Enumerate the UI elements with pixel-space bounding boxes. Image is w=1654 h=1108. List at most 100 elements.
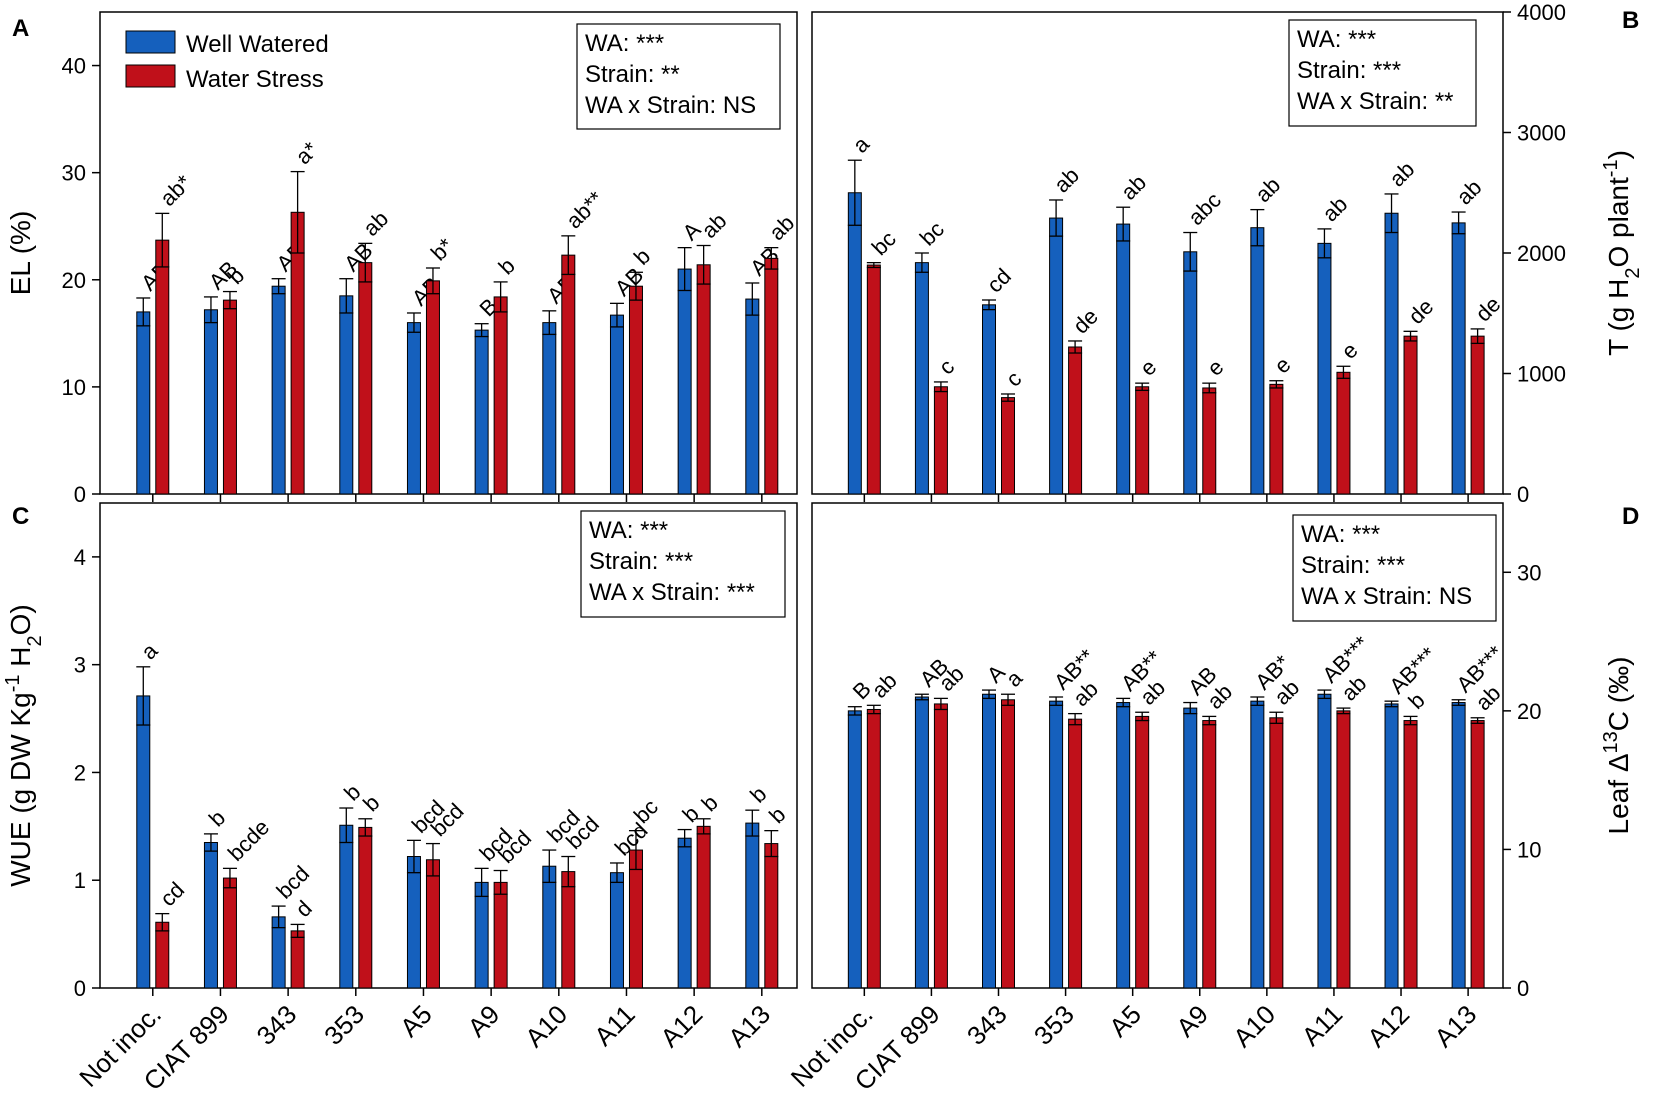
bar-water-stress bbox=[561, 871, 576, 989]
bar-well-watered bbox=[136, 695, 151, 989]
category-label: A9 bbox=[462, 999, 506, 1043]
significance-label: de bbox=[1470, 291, 1505, 326]
significance-label: b bbox=[696, 790, 722, 816]
stats-line: WA x Strain: NS bbox=[585, 92, 756, 119]
bar-well-watered bbox=[1183, 251, 1198, 495]
category-label: A12 bbox=[654, 999, 708, 1053]
stats-line: WA x Strain: *** bbox=[589, 579, 755, 606]
bar-water-stress bbox=[1068, 346, 1083, 495]
significance-label: de bbox=[1403, 294, 1438, 329]
bar-water-stress bbox=[358, 262, 373, 495]
bar-water-stress bbox=[1269, 717, 1284, 989]
category-label: A5 bbox=[1103, 999, 1147, 1043]
bar-well-watered bbox=[203, 842, 218, 989]
bar-well-watered bbox=[339, 295, 354, 495]
significance-label: ab bbox=[358, 206, 393, 241]
bar-well-watered bbox=[1049, 700, 1064, 989]
bar-well-watered bbox=[136, 311, 151, 495]
y-tick-label: 3 bbox=[74, 653, 86, 678]
legend-swatch-well-watered bbox=[125, 30, 176, 54]
y-axis-title: Leaf Δ13C (‰) bbox=[1600, 657, 1634, 835]
bar-water-stress bbox=[1135, 715, 1150, 989]
bar-water-stress bbox=[1068, 718, 1083, 989]
significance-label: c bbox=[1001, 366, 1026, 391]
bar-well-watered bbox=[406, 322, 421, 495]
bar-water-stress bbox=[1470, 720, 1485, 989]
bar-water-stress bbox=[1202, 387, 1217, 495]
y-tick-label: 30 bbox=[1517, 560, 1541, 585]
significance-label: cd bbox=[982, 263, 1016, 297]
stats-line: WA: *** bbox=[1301, 521, 1380, 548]
category-label: A9 bbox=[1170, 999, 1214, 1043]
y-tick-label: 3000 bbox=[1517, 121, 1566, 146]
category-label: A12 bbox=[1361, 999, 1415, 1053]
bar-water-stress bbox=[628, 285, 643, 495]
bar-water-stress bbox=[1001, 397, 1016, 495]
y-tick-label: 2 bbox=[74, 760, 86, 785]
bar-water-stress bbox=[1403, 335, 1418, 495]
bar-water-stress bbox=[1269, 383, 1284, 495]
y-tick-label: 4 bbox=[74, 545, 86, 570]
category-label: A13 bbox=[1428, 999, 1482, 1053]
bar-water-stress bbox=[1202, 720, 1217, 989]
bar-water-stress bbox=[1336, 710, 1351, 989]
significance-label: b bbox=[745, 781, 771, 807]
bar-well-watered bbox=[1250, 700, 1265, 989]
category-label: 353 bbox=[1028, 999, 1080, 1051]
bar-well-watered bbox=[1384, 212, 1399, 495]
stats-box-frame bbox=[580, 510, 786, 618]
bar-well-watered bbox=[677, 837, 692, 989]
bar-well-watered bbox=[745, 298, 760, 495]
category-label: 343 bbox=[250, 999, 302, 1051]
bar-well-watered bbox=[609, 314, 624, 495]
bar-water-stress bbox=[290, 930, 305, 989]
y-tick-label: 10 bbox=[62, 375, 86, 400]
stats-line: WA: *** bbox=[1297, 26, 1376, 53]
bar-well-watered bbox=[745, 822, 760, 989]
bar-water-stress bbox=[358, 826, 373, 989]
bar-well-watered bbox=[1183, 707, 1198, 989]
significance-label: bc bbox=[915, 216, 949, 250]
significance-label: ab** bbox=[561, 186, 608, 233]
bar-water-stress bbox=[1470, 335, 1485, 495]
significance-label: abc bbox=[1183, 187, 1226, 230]
bar-water-stress bbox=[866, 708, 881, 989]
significance-label: bcd bbox=[271, 861, 314, 904]
bar-well-watered bbox=[1451, 222, 1466, 495]
y-tick-label: 40 bbox=[62, 54, 86, 79]
y-tick-label: 1000 bbox=[1517, 362, 1566, 387]
significance-label: d bbox=[290, 896, 316, 922]
bar-well-watered bbox=[847, 710, 862, 989]
bar-well-watered bbox=[1317, 693, 1332, 989]
stats-box-frame bbox=[1288, 19, 1477, 127]
panel-letter: D bbox=[1622, 503, 1639, 530]
bar-well-watered bbox=[1384, 703, 1399, 989]
bar-water-stress bbox=[1001, 699, 1016, 989]
bar-water-stress bbox=[1403, 720, 1418, 989]
bar-water-stress bbox=[222, 877, 237, 989]
y-axis-title: T (g H2O plant-1) bbox=[1600, 150, 1644, 356]
bar-water-stress bbox=[933, 386, 948, 495]
significance-label: c bbox=[934, 354, 959, 379]
significance-label: a bbox=[136, 637, 163, 664]
bar-water-stress bbox=[764, 843, 779, 989]
significance-label: de bbox=[1068, 304, 1103, 339]
bar-water-stress bbox=[493, 296, 508, 495]
stats-box-frame bbox=[576, 23, 781, 130]
category-label: A11 bbox=[588, 999, 641, 1052]
bar-well-watered bbox=[677, 268, 692, 495]
stats-line: WA: *** bbox=[585, 30, 664, 57]
significance-label: ab bbox=[1451, 175, 1486, 210]
bar-well-watered bbox=[847, 192, 862, 495]
bar-water-stress bbox=[155, 921, 170, 989]
bar-well-watered bbox=[914, 696, 929, 989]
significance-label: cd bbox=[155, 877, 189, 911]
bar-water-stress bbox=[493, 881, 508, 989]
y-axis-title: EL (%) bbox=[5, 211, 36, 296]
significance-label: ab bbox=[1250, 172, 1285, 207]
significance-label: b bbox=[358, 790, 384, 816]
y-tick-label: 20 bbox=[62, 268, 86, 293]
